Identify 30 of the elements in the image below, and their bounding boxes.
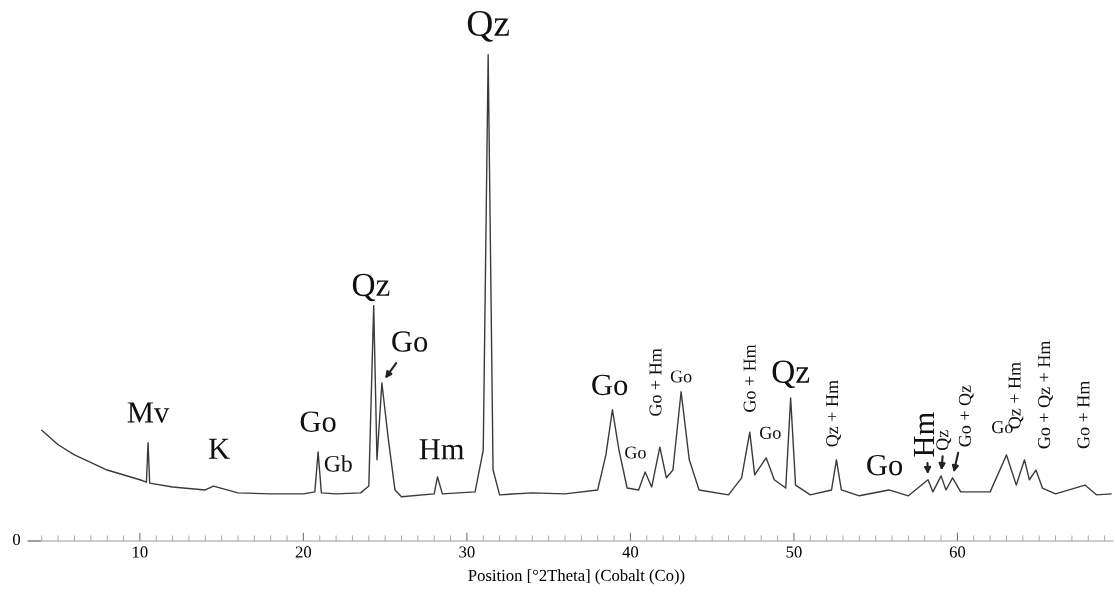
annotation: Qz [352, 273, 390, 302]
annotation: Hm [913, 412, 934, 457]
annotation: Hm [419, 439, 465, 460]
annotation: Qz + Hm [826, 380, 841, 447]
x-tick-label: 30 [459, 546, 475, 558]
annotation: Go [670, 370, 692, 383]
annotation: Go [392, 331, 428, 352]
x-axis-title: Position [°2Theta] (Cobalt (Co)) [468, 569, 685, 585]
annotation: Go + Hm [649, 348, 662, 416]
annotation: Mv [127, 402, 170, 423]
annotation: Go + Hm [743, 344, 756, 412]
annotation: Go [300, 411, 336, 432]
annotation: Qz [467, 10, 509, 42]
annotation: Go [867, 454, 903, 476]
x-tick-label: 50 [786, 546, 802, 558]
annotation: Go + Hm [1077, 380, 1090, 449]
annotation: K [208, 438, 230, 459]
annotation: Qz [936, 430, 952, 451]
annotation: Go [625, 446, 646, 459]
annotation: Go [760, 426, 781, 439]
x-tick-label: 20 [295, 546, 312, 558]
x-tick-label: 10 [133, 546, 148, 558]
annotation: Go + Qz [958, 385, 974, 447]
x-tick-label: 60 [949, 546, 966, 558]
text: 0 [13, 533, 21, 546]
annotation: Gb [324, 455, 352, 472]
annotation: Qz [772, 360, 810, 389]
annotation: Go + Qz + Hm [1038, 340, 1053, 449]
annotation: Go [592, 374, 628, 396]
x-tick-label: 40 [622, 546, 639, 558]
